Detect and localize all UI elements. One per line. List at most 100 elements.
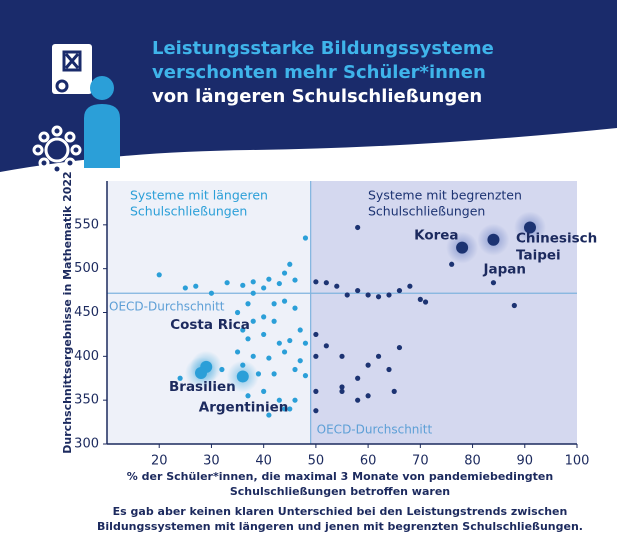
reference-label: OECD-Durchschnitt <box>109 300 225 314</box>
point <box>449 262 454 267</box>
point <box>282 349 287 354</box>
point-label: Argentinien <box>199 399 289 415</box>
chart: Leistungsstarke Bildungssysteme verschon… <box>0 0 617 540</box>
point <box>272 319 277 324</box>
x-tick-label: 50 <box>308 454 325 469</box>
point <box>272 371 277 376</box>
region-label: Schulschließungen <box>130 204 247 219</box>
point-label: Chinesisch <box>516 230 597 246</box>
x-axis-title: % der Schüler*innen, die maximal 3 Monat… <box>127 470 553 483</box>
point <box>209 291 214 296</box>
region-label: Systeme mit längeren <box>130 188 268 203</box>
point <box>261 314 266 319</box>
point <box>386 367 391 372</box>
point-label: Taipei <box>516 247 561 263</box>
point <box>313 408 318 413</box>
footnote: Bildungssystemen mit längeren und jenen … <box>97 520 583 533</box>
x-tick-label: 90 <box>517 454 534 469</box>
title-line: von längeren Schulschließungen <box>152 86 482 107</box>
point <box>183 285 188 290</box>
point <box>266 277 271 282</box>
point <box>512 303 517 308</box>
point <box>487 234 499 246</box>
point <box>303 373 308 378</box>
y-axis-title: Durchschnittsergebnisse in Mathematik 20… <box>61 171 74 453</box>
point-label: Japan <box>482 262 526 278</box>
point <box>491 280 496 285</box>
point <box>366 363 371 368</box>
point <box>345 292 350 297</box>
point <box>292 367 297 372</box>
point <box>277 341 282 346</box>
point <box>287 338 292 343</box>
point <box>292 398 297 403</box>
x-tick-label: 60 <box>360 454 377 469</box>
point <box>272 301 277 306</box>
x-tick-label: 30 <box>203 454 220 469</box>
point <box>235 310 240 315</box>
point <box>423 299 428 304</box>
point <box>251 319 256 324</box>
point <box>418 297 423 302</box>
point <box>287 262 292 267</box>
point <box>355 225 360 230</box>
point <box>339 354 344 359</box>
point <box>157 272 162 277</box>
point <box>298 358 303 363</box>
point <box>386 292 391 297</box>
point <box>334 284 339 289</box>
point <box>261 285 266 290</box>
point <box>245 393 250 398</box>
point <box>237 370 249 382</box>
point <box>282 299 287 304</box>
point <box>251 354 256 359</box>
y-tick-label: 400 <box>74 349 99 364</box>
region-label: Systeme mit begrenzten <box>368 188 522 203</box>
x-tick-label: 80 <box>464 454 481 469</box>
point <box>366 292 371 297</box>
point <box>245 301 250 306</box>
point-label: Brasilien <box>169 379 236 395</box>
point <box>355 288 360 293</box>
point <box>339 389 344 394</box>
x-tick-label: 100 <box>565 454 590 469</box>
title-line: Leistungsstarke Bildungssysteme <box>152 38 494 59</box>
point <box>292 306 297 311</box>
point <box>397 288 402 293</box>
x-tick-label: 20 <box>151 454 168 469</box>
point <box>313 354 318 359</box>
point <box>235 349 240 354</box>
point <box>298 327 303 332</box>
y-tick-label: 550 <box>74 217 99 232</box>
point <box>193 284 198 289</box>
point-label: Korea <box>414 228 458 244</box>
point <box>245 336 250 341</box>
title-line: verschonten mehr Schüler*innen <box>152 62 486 83</box>
point <box>251 279 256 284</box>
point <box>392 389 397 394</box>
point <box>261 389 266 394</box>
point <box>292 277 297 282</box>
point <box>355 398 360 403</box>
point <box>376 294 381 299</box>
point <box>261 332 266 337</box>
page: {"chart_data": { "type": "scatter", "tit… <box>0 0 617 540</box>
y-tick-label: 350 <box>74 393 99 408</box>
point <box>277 281 282 286</box>
point <box>355 376 360 381</box>
point <box>195 367 207 379</box>
x-axis-title: Schulschließungen betroffen waren <box>230 485 450 498</box>
point <box>225 280 230 285</box>
point <box>324 343 329 348</box>
point <box>313 332 318 337</box>
reference-label: OECD-Durchschnitt <box>317 423 433 437</box>
point <box>303 235 308 240</box>
point <box>266 355 271 360</box>
point <box>397 345 402 350</box>
point <box>313 389 318 394</box>
x-tick-label: 40 <box>255 454 272 469</box>
y-tick-label: 500 <box>74 261 99 276</box>
point <box>407 284 412 289</box>
point <box>313 279 318 284</box>
point-label: Costa Rica <box>170 317 250 333</box>
